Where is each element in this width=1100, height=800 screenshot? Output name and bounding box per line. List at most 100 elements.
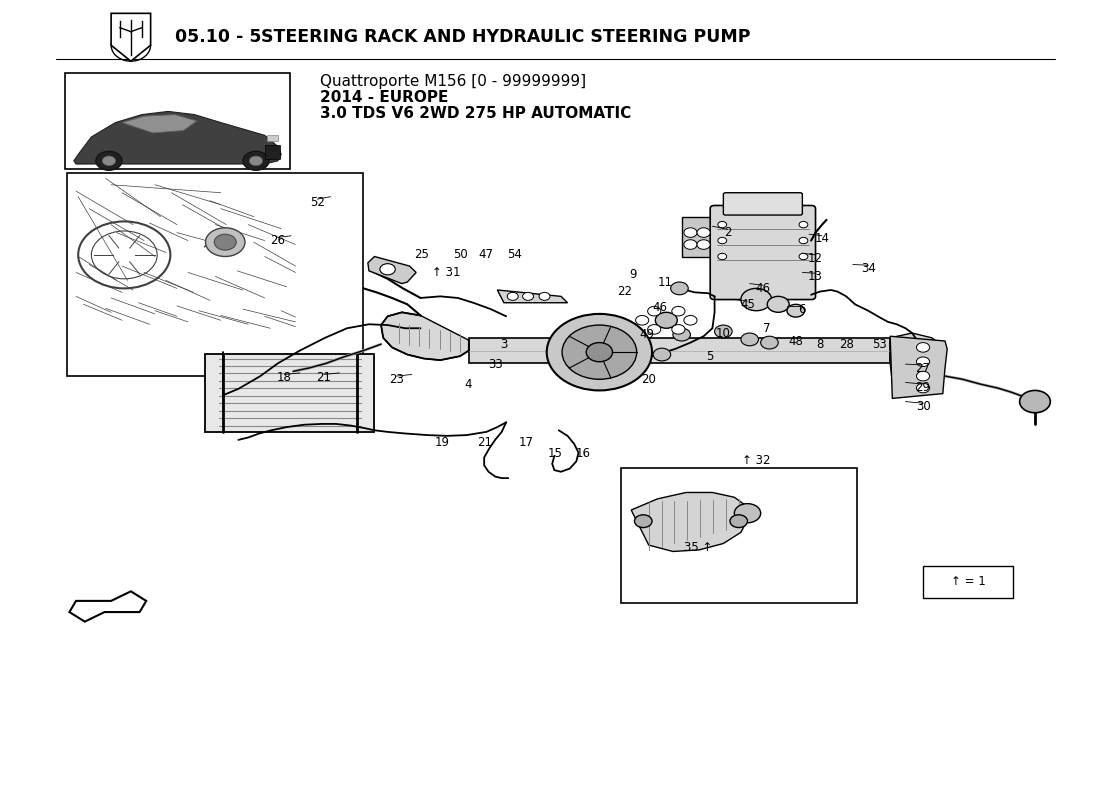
Text: 17: 17 (518, 436, 534, 449)
Text: 46: 46 (756, 282, 770, 295)
Text: 6: 6 (799, 302, 806, 316)
Text: 9: 9 (629, 267, 637, 281)
Circle shape (656, 312, 678, 328)
FancyBboxPatch shape (67, 173, 363, 376)
Circle shape (243, 151, 270, 170)
Text: 54: 54 (507, 249, 522, 262)
Circle shape (507, 292, 518, 300)
Polygon shape (69, 591, 146, 622)
Text: 28: 28 (839, 338, 854, 350)
Circle shape (697, 240, 711, 250)
FancyBboxPatch shape (206, 354, 374, 432)
Circle shape (799, 254, 807, 260)
Text: 05.10 - 5: 05.10 - 5 (175, 28, 262, 46)
Text: 46: 46 (652, 301, 668, 314)
Text: 7: 7 (763, 322, 771, 334)
Text: 22: 22 (617, 285, 632, 298)
Circle shape (799, 222, 807, 228)
Polygon shape (890, 336, 947, 398)
Circle shape (648, 325, 661, 334)
Polygon shape (367, 257, 416, 284)
Circle shape (214, 234, 236, 250)
Circle shape (684, 240, 697, 250)
Circle shape (799, 238, 807, 244)
Circle shape (1020, 390, 1050, 413)
Text: 12: 12 (808, 251, 823, 265)
FancyBboxPatch shape (65, 73, 290, 169)
Circle shape (586, 342, 613, 362)
Circle shape (672, 306, 685, 316)
Text: ↑ = 1: ↑ = 1 (950, 575, 986, 588)
Circle shape (102, 156, 116, 166)
Text: 21: 21 (476, 436, 492, 449)
Text: 20: 20 (641, 373, 657, 386)
Circle shape (635, 515, 652, 527)
Text: 33: 33 (487, 358, 503, 371)
Circle shape (648, 306, 661, 316)
Circle shape (741, 333, 759, 346)
Circle shape (547, 314, 652, 390)
Circle shape (206, 228, 245, 257)
FancyBboxPatch shape (711, 206, 815, 299)
Circle shape (718, 254, 727, 260)
Text: 47: 47 (478, 249, 494, 262)
Polygon shape (631, 493, 748, 551)
Circle shape (916, 357, 930, 366)
Text: 23: 23 (389, 373, 404, 386)
Circle shape (916, 383, 930, 393)
Text: 11: 11 (658, 275, 673, 289)
FancyBboxPatch shape (265, 145, 280, 159)
Circle shape (636, 315, 649, 325)
Text: 18: 18 (277, 371, 292, 384)
Circle shape (916, 371, 930, 381)
Polygon shape (111, 14, 151, 61)
Circle shape (735, 504, 761, 522)
Circle shape (718, 222, 727, 228)
Text: 2014 - EUROPE: 2014 - EUROPE (320, 90, 448, 105)
Text: 15: 15 (548, 447, 563, 460)
FancyBboxPatch shape (621, 468, 857, 603)
Text: ↑ 31: ↑ 31 (431, 266, 460, 279)
Circle shape (672, 325, 685, 334)
Text: ↑ 32: ↑ 32 (742, 454, 770, 467)
Circle shape (96, 151, 122, 170)
Text: 10: 10 (716, 326, 730, 339)
Circle shape (684, 228, 697, 238)
Text: 5: 5 (706, 350, 714, 363)
Text: 53: 53 (872, 338, 887, 350)
Text: 45: 45 (740, 298, 755, 311)
Polygon shape (122, 114, 197, 133)
Circle shape (916, 342, 930, 352)
Text: 30: 30 (915, 400, 931, 413)
Circle shape (250, 156, 263, 166)
Circle shape (761, 336, 778, 349)
Text: 35 ↑: 35 ↑ (684, 541, 713, 554)
Polygon shape (682, 217, 715, 257)
Circle shape (562, 325, 637, 379)
Polygon shape (74, 111, 282, 164)
Text: Quattroporte M156 [0 - 99999999]: Quattroporte M156 [0 - 99999999] (320, 74, 585, 89)
Text: 34: 34 (861, 262, 876, 275)
Text: 21: 21 (317, 371, 331, 384)
Text: 26: 26 (271, 234, 285, 247)
Circle shape (730, 515, 748, 527)
Polygon shape (497, 290, 568, 302)
Circle shape (715, 325, 733, 338)
Polygon shape (469, 338, 890, 363)
Text: 49: 49 (639, 328, 654, 341)
Circle shape (718, 238, 727, 244)
Text: 3: 3 (500, 338, 507, 350)
Text: 3.0 TDS V6 2WD 275 HP AUTOMATIC: 3.0 TDS V6 2WD 275 HP AUTOMATIC (320, 106, 630, 121)
Text: 29: 29 (915, 381, 931, 394)
Circle shape (522, 292, 534, 300)
Text: 16: 16 (575, 447, 591, 460)
FancyBboxPatch shape (923, 566, 1013, 598)
Circle shape (673, 328, 691, 341)
Circle shape (741, 288, 771, 310)
FancyBboxPatch shape (724, 193, 802, 215)
Polygon shape (381, 312, 469, 360)
Circle shape (786, 304, 804, 317)
Text: 2: 2 (724, 226, 732, 239)
Text: 8: 8 (816, 338, 824, 350)
Text: 14: 14 (815, 233, 829, 246)
